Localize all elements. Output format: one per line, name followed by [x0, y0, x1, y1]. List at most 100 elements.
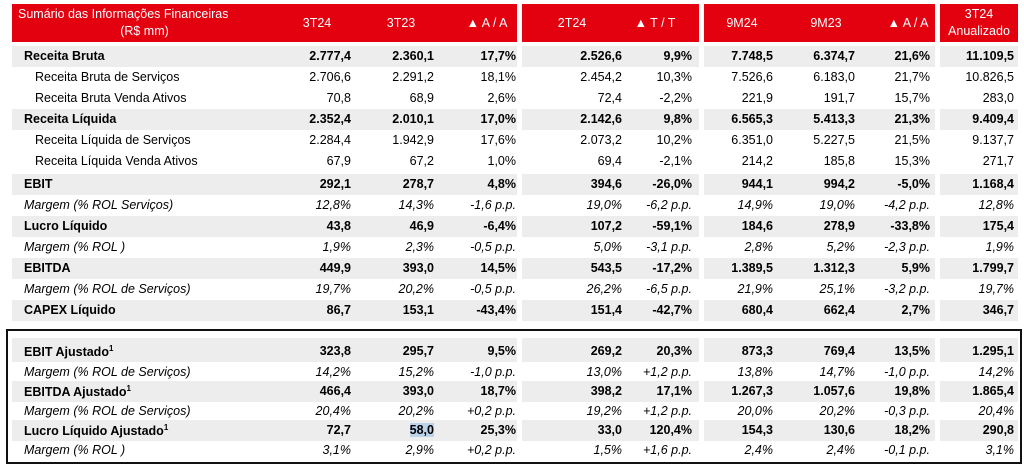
cell: 21,5% [894, 133, 930, 147]
cell: 21,7% [894, 70, 930, 84]
cell: -1,0 p.p. [884, 365, 930, 379]
cell: -3,2 p.p. [884, 282, 930, 296]
cell: 175,4 [982, 219, 1014, 233]
cell: 19,0% [819, 198, 855, 212]
row-label: EBIT [24, 177, 53, 191]
cell: 393,0 [402, 261, 434, 275]
header-title-line1: Sumário das Informações Financeiras [18, 7, 229, 21]
cell: 2,3% [405, 240, 435, 254]
cell: 25,3% [480, 423, 516, 437]
cell: 72,7 [326, 423, 351, 437]
cell: -1,6 p.p. [470, 198, 516, 212]
footnote-mark: 1 [126, 384, 131, 393]
cell: -3,1 p.p. [646, 240, 692, 254]
cell: 4,8% [487, 177, 517, 191]
cell: 1.267,3 [731, 384, 773, 398]
cell: -33,8% [890, 219, 930, 233]
cell: 769,4 [823, 344, 855, 358]
cell: 1.865,4 [972, 384, 1014, 398]
table-row: Margem (% ROL de Serviços) 20,4% 20,2% +… [12, 401, 1018, 422]
table-row: EBIT Ajustado1 323,8 295,7 9,5% 269,2 20… [12, 338, 1018, 362]
table-row: Receita Líquida 2.352,4 2.010,1 17,0% 2.… [12, 109, 1018, 130]
cell: +0,2 p.p. [467, 443, 516, 457]
table-header: Sumário das Informações Financeiras (R$ … [12, 4, 1018, 42]
row-label: Margem (% ROL de Serviços) [24, 365, 191, 379]
cell: 13,5% [894, 344, 930, 358]
table-row: CAPEX Líquido 86,7 153,1 -43,4% 151,4 -4… [12, 300, 1018, 321]
table-row: Margem (% ROL ) 3,1% 2,9% +0,2 p.p. 1,5%… [12, 440, 1018, 461]
header-col-3t24: 3T24 [302, 16, 332, 30]
cell: 21,3% [894, 112, 930, 126]
cell: 221,9 [741, 91, 773, 105]
header-col-qoq: ▲ T / T [634, 16, 676, 30]
cell: 12,8% [978, 198, 1014, 212]
header-col-9m23: 9M23 [810, 16, 842, 30]
row-label-text: EBITDA Ajustado [24, 385, 127, 400]
cell: 69,4 [597, 154, 622, 168]
cell: 107,2 [590, 219, 622, 233]
cell: +0,2 p.p. [467, 404, 516, 418]
cell: -2,1% [659, 154, 692, 168]
footnote-mark: 1 [108, 344, 114, 353]
cell: 2.454,2 [580, 70, 622, 84]
cell: 290,8 [982, 423, 1014, 437]
cell: 1,9% [322, 240, 352, 254]
cell: 9,8% [663, 112, 693, 126]
row-label: Receita Líquida Venda Ativos [35, 154, 198, 168]
row-label: Margem (% ROL Serviços) [24, 198, 174, 212]
cell: 994,2 [823, 177, 855, 191]
cell: 20,3% [656, 344, 692, 358]
cell: 20,4% [315, 404, 351, 418]
row-label: EBITDA Ajustado1 [24, 384, 131, 399]
cell: 86,7 [326, 303, 351, 317]
cell: 20,2% [398, 404, 434, 418]
cell: 466,4 [319, 384, 351, 398]
cell: 9,9% [663, 49, 693, 63]
cell: 1.168,4 [972, 177, 1014, 191]
cell: 2,4% [744, 443, 774, 457]
table-row: EBIT 292,1 278,7 4,8% 394,6 -26,0% 944,1… [12, 174, 1018, 195]
cell: 19,2% [586, 404, 622, 418]
cell: 5,9% [901, 261, 931, 275]
cell: 14,5% [480, 261, 516, 275]
cell: 15,3% [894, 154, 930, 168]
cell: -59,1% [652, 219, 692, 233]
table-row: Margem (% ROL de Serviços) 19,7% 20,2% -… [12, 279, 1018, 300]
cell: 5.413,3 [813, 112, 855, 126]
cell: 2.284,4 [309, 133, 351, 147]
cell: 12,8% [315, 198, 351, 212]
cell: -5,0% [897, 177, 930, 191]
cell: 15,7% [894, 91, 930, 105]
cell: -17,2% [652, 261, 692, 275]
cell: 680,4 [741, 303, 773, 317]
cell: 191,7 [823, 91, 855, 105]
header-col-9m24: 9M24 [726, 16, 758, 30]
cell: 2,4% [826, 443, 856, 457]
cell: 278,7 [402, 177, 434, 191]
column-separator [935, 4, 940, 464]
row-label: Receita Líquida [24, 112, 117, 126]
cell: -0,5 p.p. [470, 282, 516, 296]
cell: 269,2 [590, 344, 622, 358]
cell: -2,3 p.p. [884, 240, 930, 254]
cell: 271,7 [982, 154, 1014, 168]
cell: 21,9% [737, 282, 773, 296]
cell: 2.526,6 [580, 49, 622, 63]
table-row: Lucro Líquido 43,8 46,9 -6,4% 107,2 -59,… [12, 216, 1018, 237]
table-row: Receita Bruta de Serviços 2.706,6 2.291,… [12, 67, 1018, 88]
cell: 17,0% [480, 112, 516, 126]
cell: -4,2 p.p. [884, 198, 930, 212]
cell: 14,7% [819, 365, 855, 379]
cell: 393,0 [402, 384, 434, 398]
table-row: EBITDA Ajustado1 466,4 393,0 18,7% 398,2… [12, 381, 1018, 402]
cell: 662,4 [823, 303, 855, 317]
cell: 185,8 [823, 154, 855, 168]
cell: 2,6% [487, 91, 517, 105]
cell: 6.183,0 [813, 70, 855, 84]
cell: 46,9 [409, 219, 434, 233]
cell: 3,1% [985, 443, 1015, 457]
row-label: Margem (% ROL de Serviços) [24, 282, 191, 296]
row-label: EBITDA [24, 261, 71, 275]
row-label-text: Lucro Líquido Ajustado [24, 424, 164, 439]
cell: 153,1 [402, 303, 434, 317]
